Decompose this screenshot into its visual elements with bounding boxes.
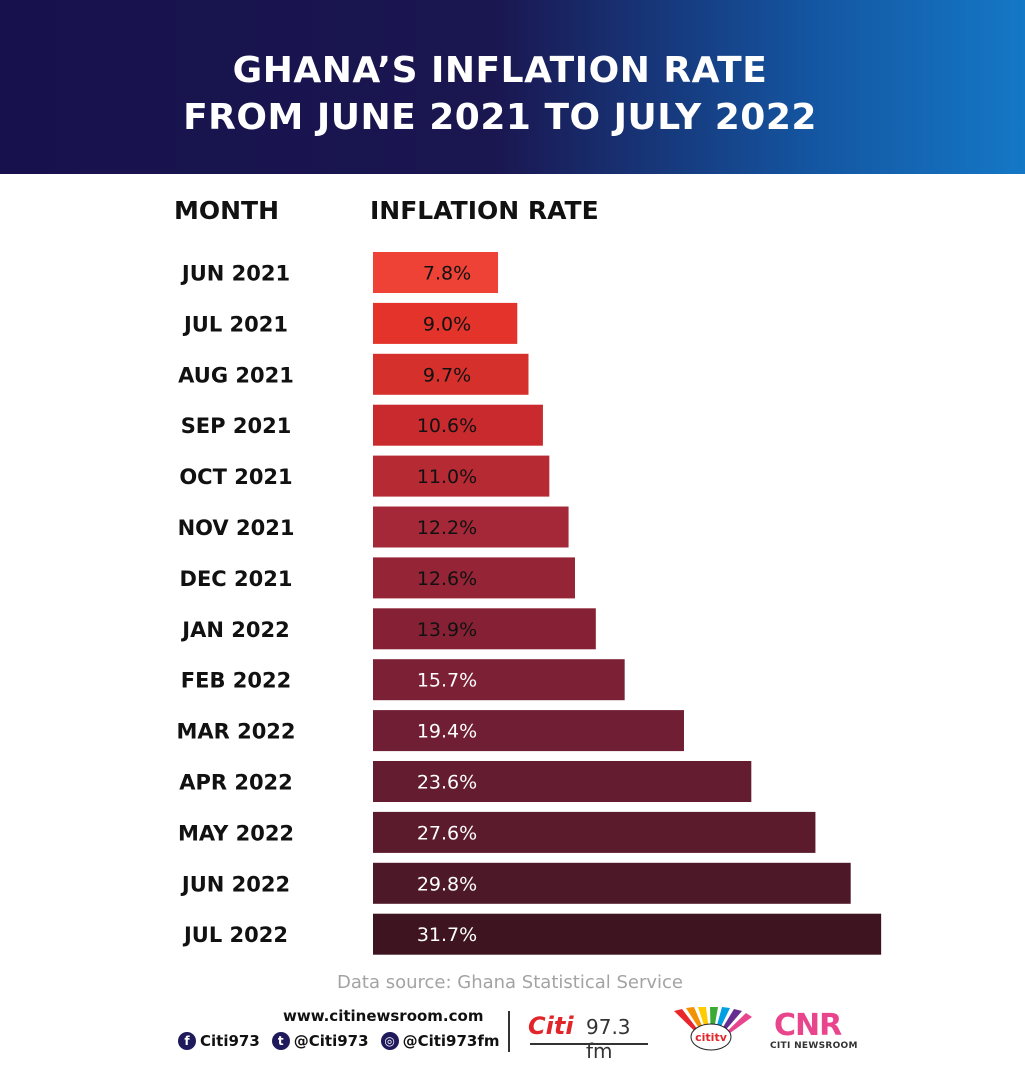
bar-value-label: 10.6% — [417, 415, 477, 437]
month-label: JUL 2021 — [182, 312, 288, 336]
inflation-bar — [373, 608, 596, 650]
citi-tv-logo-word: cititv — [695, 1031, 728, 1044]
bar-value-label: 13.9% — [417, 619, 477, 641]
twitter-handle-text: @Citi973 — [293, 1032, 369, 1050]
instagram-icon: ◎ — [380, 1032, 399, 1050]
inflation-bar — [373, 862, 851, 904]
month-label: DEC 2021 — [180, 567, 293, 591]
instagram-handle[interactable]: ◎ @Citi973fm — [380, 1032, 500, 1050]
title-line-1: GHANA’S INFLATION RATE — [232, 50, 768, 91]
bar-value-label: 11.0% — [417, 466, 477, 488]
citi-newsroom-logo: CNR CITI NEWSROOM — [768, 1008, 857, 1054]
cnr-logo-word: CNR — [774, 1008, 842, 1043]
citi-fm-logo-word: Citi — [528, 1012, 574, 1040]
bar-value-label: 12.2% — [417, 517, 477, 539]
inflation-bar — [373, 353, 529, 395]
month-label: MAY 2022 — [178, 821, 294, 845]
inflation-bar — [373, 811, 816, 853]
inflation-bar — [373, 506, 569, 548]
month-label: SEP 2021 — [181, 414, 292, 438]
bar-value-label: 9.0% — [423, 313, 471, 335]
inflation-bar — [373, 252, 499, 293]
bar-value-label: 23.6% — [417, 772, 477, 794]
twitter-icon: t — [271, 1032, 290, 1050]
inflation-bar — [373, 302, 518, 344]
inflation-bar — [373, 761, 752, 802]
month-label: FEB 2022 — [181, 669, 291, 693]
facebook-handle-text: Citi973 — [200, 1032, 260, 1050]
social-handles: f Citi973 t @Citi973 ◎ @Citi973fm — [178, 1032, 512, 1050]
title-line-2: FROM JUNE 2021 TO JULY 2022 — [183, 97, 817, 138]
citi-fm-logo: Citi 97.3 fm — [528, 1010, 654, 1063]
month-label: JUN 2021 — [180, 262, 290, 286]
citi-fm-underline — [530, 1043, 648, 1045]
month-label: JAN 2022 — [180, 618, 289, 642]
bar-value-label: 12.6% — [417, 568, 477, 590]
bar-value-label: 19.4% — [417, 721, 477, 743]
month-label: JUL 2022 — [182, 923, 288, 947]
citi-tv-logo: cititv — [674, 1007, 752, 1051]
bar-value-label: 7.8% — [423, 263, 471, 285]
data-source-note: Data source: Ghana Statistical Service — [337, 972, 683, 993]
month-label: AUG 2021 — [178, 363, 294, 387]
inflation-bar — [373, 913, 882, 955]
month-label: MAR 2022 — [176, 720, 295, 744]
bar-value-label: 9.7% — [423, 364, 471, 386]
footer-divider — [508, 1011, 510, 1052]
month-label: OCT 2021 — [179, 465, 292, 489]
bar-value-label: 27.6% — [417, 822, 477, 844]
inflation-bar — [373, 557, 575, 599]
citi-fm-frequency: 97.3 fm — [586, 1015, 631, 1063]
bar-value-label: 31.7% — [417, 924, 477, 946]
inflation-bar — [373, 659, 625, 701]
month-label: NOV 2021 — [178, 516, 295, 540]
inflation-bar — [373, 455, 550, 497]
month-column-header: MONTH — [174, 196, 280, 225]
month-label: APR 2022 — [179, 771, 293, 795]
bar-value-label: 15.7% — [417, 670, 477, 692]
header-banner: GHANA’S INFLATION RATE FROM JUNE 2021 TO… — [0, 0, 1025, 174]
cnr-logo-subtitle: CITI NEWSROOM — [770, 1041, 858, 1051]
inflation-rate-column-header: INFLATION RATE — [370, 196, 599, 225]
bar-value-label: 29.8% — [417, 873, 477, 895]
instagram-handle-text: @Citi973fm — [402, 1032, 500, 1050]
facebook-icon: f — [178, 1032, 196, 1050]
twitter-handle[interactable]: t @Citi973 — [271, 1032, 369, 1050]
month-label: JUN 2022 — [180, 872, 290, 896]
facebook-handle[interactable]: f Citi973 — [178, 1032, 260, 1050]
website-link[interactable]: www.citinewsroom.com — [283, 1007, 484, 1025]
inflation-bar — [373, 710, 684, 752]
inflation-bar — [373, 404, 543, 446]
